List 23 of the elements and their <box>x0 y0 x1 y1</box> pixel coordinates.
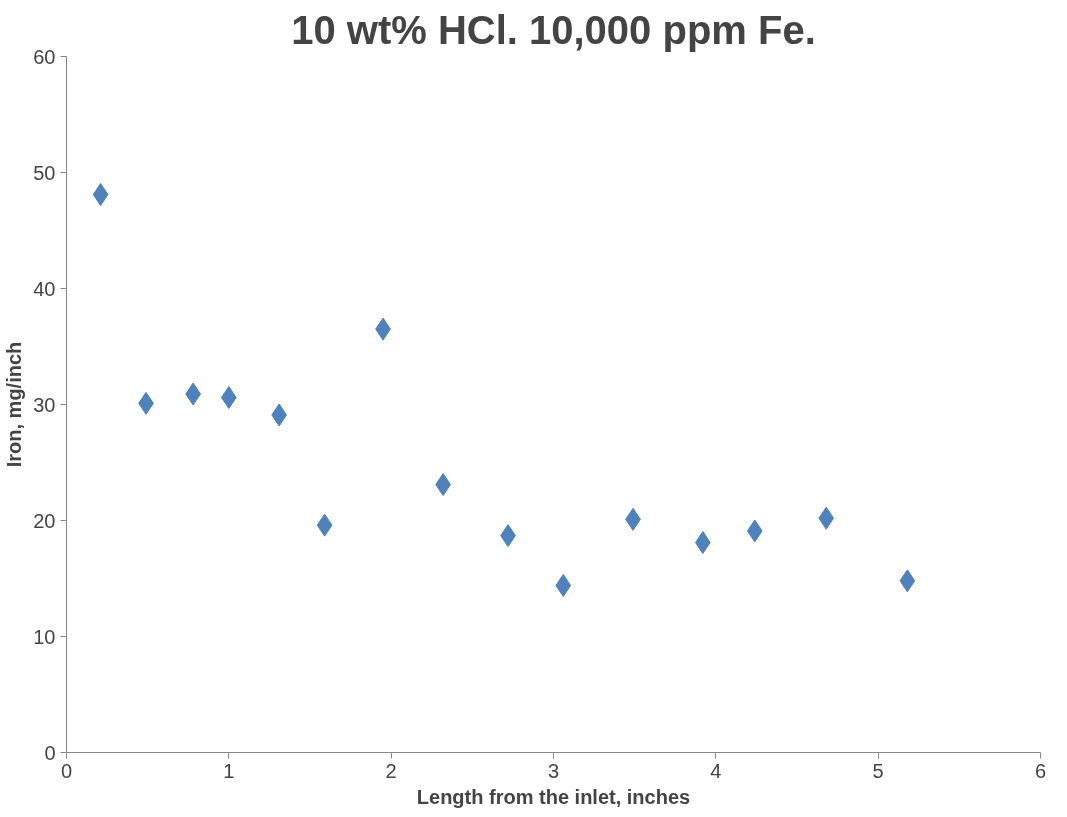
point <box>92 183 109 207</box>
y-tick-label: 60 <box>33 45 56 68</box>
x-axis-title: Length from the inlet, inches <box>416 785 691 808</box>
point <box>818 506 835 530</box>
x-tick-label: 3 <box>547 759 560 782</box>
x-tick-label: 1 <box>223 759 235 782</box>
y-tick-label: 30 <box>33 393 56 416</box>
y-tick-label: 20 <box>33 509 56 532</box>
y-tick-label: 40 <box>33 277 56 300</box>
x-tick-label: 0 <box>60 759 73 782</box>
point <box>555 573 572 597</box>
y-tick-label: 50 <box>33 161 56 184</box>
x-tick-label: 6 <box>1034 759 1047 782</box>
x-tick-label: 4 <box>710 759 722 782</box>
x-tick-label: 5 <box>872 759 884 782</box>
y-tick-label: 10 <box>33 625 56 648</box>
chart-title: 10 wt% HCl. 10,000 ppm Fe. <box>291 7 816 52</box>
point <box>746 519 763 543</box>
y-tick-label: 0 <box>44 741 56 764</box>
y-axis-title: Iron, mg/inch <box>3 341 26 468</box>
point <box>899 569 916 593</box>
point <box>316 513 333 537</box>
x-tick-label: 2 <box>385 759 397 782</box>
